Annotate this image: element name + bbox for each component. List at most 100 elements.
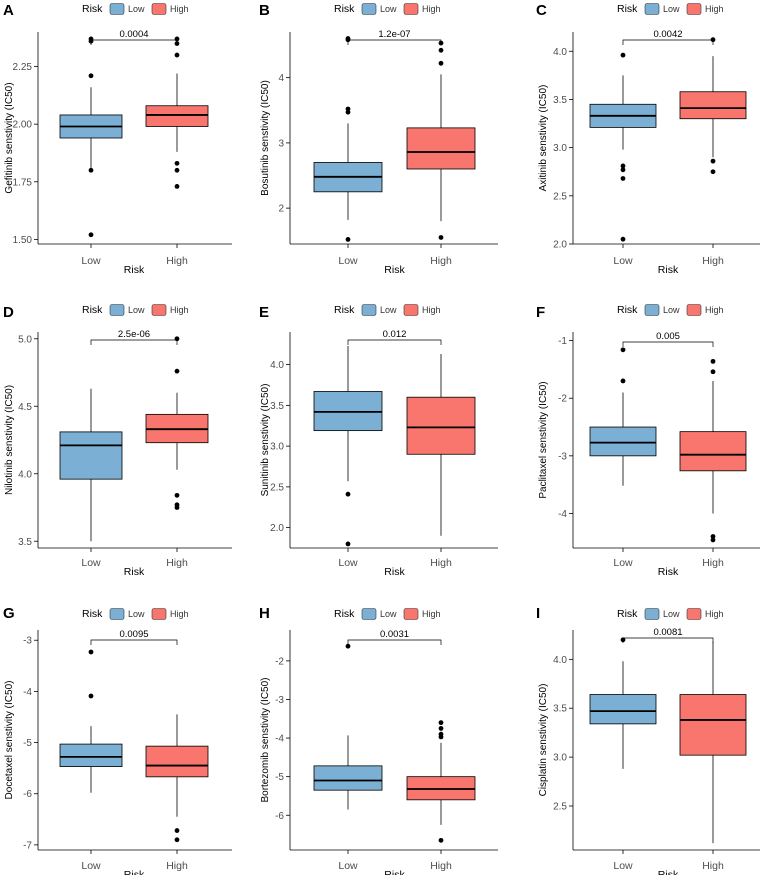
y-axis-title: Cisplatin senstivity (IC50) (538, 684, 549, 797)
significance-bracket (347, 39, 442, 45)
box-iqr (589, 426, 657, 457)
y-tick-label: 5.0 (18, 334, 32, 345)
legend-swatch-low (361, 304, 377, 316)
legend-swatch-high (403, 304, 419, 316)
x-tick-label: Low (338, 557, 358, 569)
x-tick-label: Low (613, 557, 633, 569)
x-axis-title: Risk (384, 566, 405, 578)
legend-swatch-low (644, 3, 660, 15)
x-tick-label: Low (613, 255, 633, 267)
panel-h: H Risk Low High -6 -5 -4 -3 -2 Bortezomib senstiv… (259, 605, 498, 875)
x-tick-label: High (430, 255, 452, 267)
y-tick-label: 3.5 (270, 401, 284, 412)
outlier-point (710, 358, 716, 364)
y-tick-label: -6 (275, 811, 284, 822)
y-axis-title: Nilotinib senstivity (IC50) (4, 385, 15, 495)
legend-title: Risk (334, 304, 355, 316)
panel-letter: I (536, 605, 540, 622)
panel-g: G Risk Low High -7 -6 -5 -4 -3 Docetaxel senstivi… (3, 605, 232, 875)
p-value-label: 2.5e-06 (118, 329, 150, 340)
box-low (59, 649, 123, 793)
outlier-point (174, 492, 180, 498)
outlier-point (174, 502, 180, 508)
legend-swatch-low (361, 608, 377, 620)
outlier-point (88, 167, 94, 173)
p-value-label: 0.012 (383, 329, 407, 340)
box-high (679, 358, 747, 543)
p-value-label: 0.0004 (119, 29, 148, 40)
y-axis-title: Bortezomib senstivity (IC50) (260, 677, 271, 802)
legend-label-high: High (705, 305, 724, 315)
significance-bracket (622, 39, 714, 45)
outlier-point (620, 167, 626, 173)
box-high (679, 641, 747, 844)
y-tick-label: -4 (558, 509, 567, 520)
outlier-point (620, 378, 626, 384)
legend-label-high: High (422, 609, 441, 619)
significance-bracket (622, 341, 714, 347)
x-tick-label: High (166, 860, 188, 872)
y-tick-label: 3.5 (18, 537, 32, 548)
y-tick-label: 4.0 (270, 360, 284, 371)
box-iqr (406, 127, 476, 170)
box-iqr (313, 765, 383, 791)
y-tick-label: 2.00 (13, 120, 33, 131)
outlier-point (438, 734, 444, 740)
y-tick-label: -1 (558, 336, 567, 347)
y-tick-label: 2.5 (270, 482, 284, 493)
legend-label-low: Low (380, 609, 397, 619)
legend: Risk Low High (334, 3, 441, 15)
box-iqr (145, 105, 209, 127)
y-tick-label: -5 (275, 772, 284, 783)
legend-label-low: Low (663, 305, 680, 315)
x-tick-label: High (702, 557, 724, 569)
y-tick-label: 4.0 (553, 655, 567, 666)
p-value-label: 0.0095 (119, 629, 148, 640)
outlier-point (438, 837, 444, 843)
p-value-label: 0.0042 (653, 29, 682, 40)
box-high (145, 336, 209, 510)
legend-swatch-low (109, 3, 125, 15)
panel-c: C Risk Low High 2.0 2.5 3.0 3.5 4.0 Axitinib sens… (536, 2, 760, 276)
outlier-point (620, 163, 626, 169)
outlier-point (710, 537, 716, 543)
x-tick-label: Low (81, 860, 101, 872)
legend-title: Risk (82, 3, 103, 15)
x-axis-title: Risk (658, 566, 679, 578)
p-value-label: 0.005 (656, 331, 680, 342)
outlier-point (710, 369, 716, 375)
legend-label-high: High (422, 305, 441, 315)
box-low (313, 643, 383, 810)
legend: Risk Low High (617, 3, 724, 15)
outlier-point (620, 52, 626, 58)
panel-letter: D (3, 304, 14, 321)
legend: Risk Low High (334, 304, 441, 316)
significance-bracket (90, 39, 178, 45)
box-high (406, 720, 476, 843)
outlier-point (710, 158, 716, 164)
y-tick-label: -3 (275, 695, 284, 706)
x-axis-title: Risk (124, 566, 145, 578)
y-tick-label: -6 (23, 789, 32, 800)
panel-f: F Risk Low High -4 -3 -2 -1 Paclitaxel senstivit… (536, 304, 760, 578)
y-tick-label: 3.0 (553, 143, 567, 154)
legend-swatch-low (109, 608, 125, 620)
box-high (406, 354, 476, 536)
outlier-point (174, 160, 180, 166)
outlier-point (345, 106, 351, 112)
outlier-point (174, 828, 180, 833)
significance-bracket (347, 639, 442, 645)
legend-swatch-high (151, 3, 167, 15)
legend-label-high: High (170, 4, 189, 14)
significance-bracket (347, 339, 442, 345)
y-axis-title: Docetaxel senstivity (IC50) (4, 681, 15, 800)
legend-label-high: High (170, 305, 189, 315)
legend-title: Risk (334, 608, 355, 620)
outlier-point (174, 368, 180, 374)
x-tick-label: Low (338, 860, 358, 872)
y-tick-label: 2.5 (553, 802, 567, 813)
y-tick-label: 2 (278, 204, 284, 215)
legend-swatch-low (109, 304, 125, 316)
x-tick-label: High (702, 860, 724, 872)
